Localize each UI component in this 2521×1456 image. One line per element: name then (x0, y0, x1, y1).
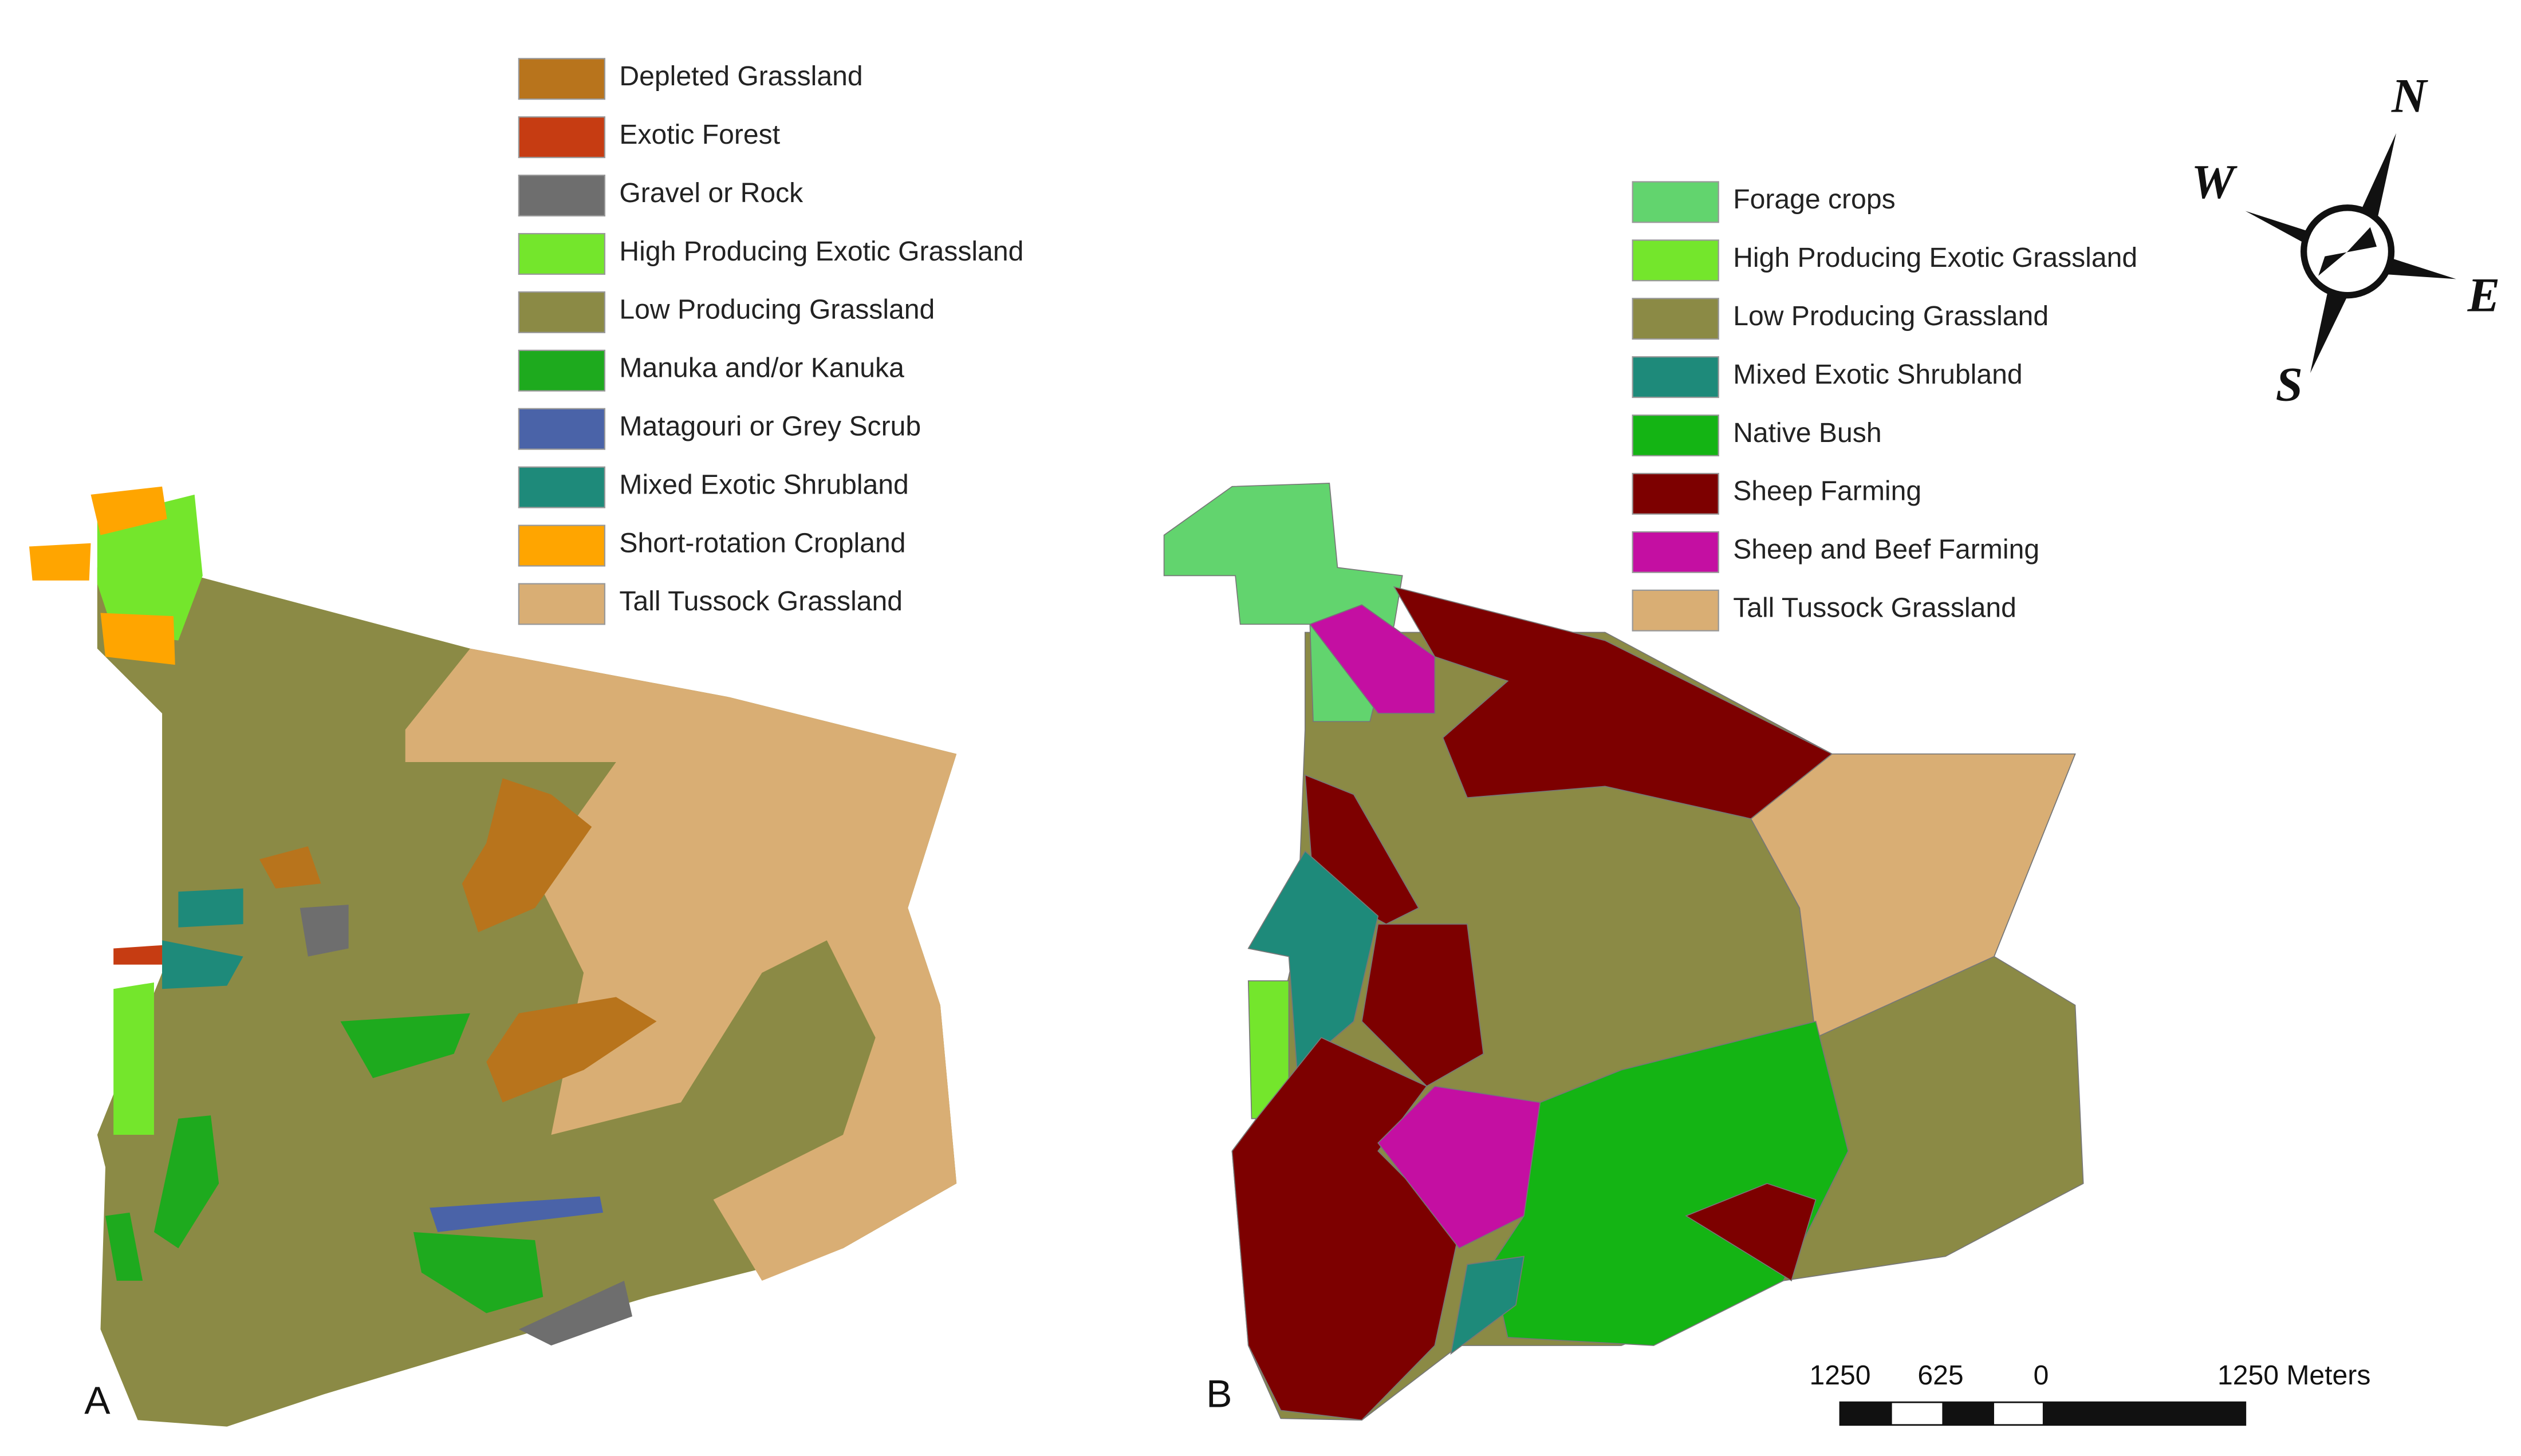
region (486, 997, 657, 1103)
region (1450, 1256, 1525, 1355)
legend-swatch (518, 175, 606, 217)
region (97, 494, 203, 641)
region (462, 778, 592, 933)
region (90, 486, 167, 535)
legend-label: Short-rotation Cropland (619, 527, 905, 558)
legend-swatch (518, 524, 606, 567)
scale-label: 0 (2034, 1360, 2049, 1391)
map-b (1163, 483, 2084, 1421)
legend-label: Exotic Forest (619, 119, 780, 150)
legend-swatch (518, 232, 606, 275)
scale-segment (2042, 1402, 2246, 1425)
legend-label: Mixed Exotic Shrubland (619, 469, 908, 500)
legend-label: Gravel or Rock (619, 177, 803, 208)
region (153, 1115, 219, 1249)
legend-label: Manuka and/or Kanuka (619, 353, 904, 384)
region (300, 905, 349, 957)
region (1361, 924, 1484, 1087)
legend-swatch (518, 349, 606, 392)
legend-swatch (1632, 181, 1719, 223)
compass-center (2318, 227, 2377, 276)
region (1393, 586, 1833, 819)
legend-label: Low Producing Grassland (619, 294, 935, 325)
legend-label: Sheep Farming (1733, 476, 1921, 507)
legend-swatch (518, 408, 606, 450)
legend-swatch (518, 583, 606, 625)
scale-bar: 1250 625 0 1250 Meters (1810, 1360, 2370, 1426)
region (113, 982, 154, 1135)
legend-swatch (1632, 239, 1719, 282)
scale-label: 1250 Meters (2217, 1360, 2370, 1391)
scale-label: 1250 (1810, 1360, 1871, 1391)
panel-label: B (1206, 1372, 1232, 1416)
compass: N E S W (2191, 69, 2500, 411)
scale-segment (1942, 1402, 1994, 1425)
legend-label: Tall Tussock Grassland (619, 586, 903, 617)
compass-south: S (2276, 357, 2303, 411)
legend-swatch (1632, 589, 1719, 632)
legend-swatch (1632, 356, 1719, 398)
map-a (29, 486, 957, 1427)
region (178, 888, 243, 928)
legend-label: High Producing Exotic Grassland (1733, 242, 2137, 273)
legend-label: Depleted Grassland (619, 61, 862, 92)
region (162, 940, 243, 989)
legend-label: Mixed Exotic Shrubland (1733, 359, 2022, 390)
legend-swatch (518, 58, 606, 100)
legend-swatch (518, 466, 606, 508)
compass-north: N (2391, 69, 2428, 123)
scale-label: 625 (1917, 1360, 1963, 1391)
legend-label: High Producing Exotic Grassland (619, 236, 1023, 267)
legend-label: Native Bush (1733, 417, 1881, 448)
scale-segment (1840, 1402, 1892, 1425)
compass-west: W (2191, 155, 2238, 208)
legend-swatch (518, 116, 606, 159)
region (259, 846, 321, 889)
region (518, 1280, 633, 1346)
region (1685, 1183, 1817, 1282)
legend-swatch (518, 291, 606, 333)
region (340, 1013, 470, 1078)
compass-east: E (2467, 269, 2500, 322)
region (100, 613, 175, 665)
region (29, 543, 91, 581)
legend-swatch (1632, 415, 1719, 457)
panel-label: A (84, 1379, 111, 1422)
legend-label: Matagouri or Grey Scrub (619, 411, 921, 442)
legend-label: Low Producing Grassland (1733, 301, 2049, 332)
legend-swatch (1632, 298, 1719, 340)
region (1750, 753, 2076, 1039)
region (1309, 604, 1436, 714)
legend-swatch (1632, 531, 1719, 573)
region (105, 1212, 143, 1281)
region (1231, 1037, 1460, 1421)
region (113, 945, 163, 965)
legend-label: Sheep and Beef Farming (1733, 534, 2039, 565)
legend-label: Tall Tussock Grassland (1733, 593, 2016, 624)
legend-swatch (1632, 472, 1719, 515)
region (1491, 1020, 1849, 1346)
region (430, 1196, 604, 1232)
region (405, 648, 957, 1281)
legend-label: Forage crops (1733, 184, 1895, 215)
region (413, 1232, 543, 1313)
